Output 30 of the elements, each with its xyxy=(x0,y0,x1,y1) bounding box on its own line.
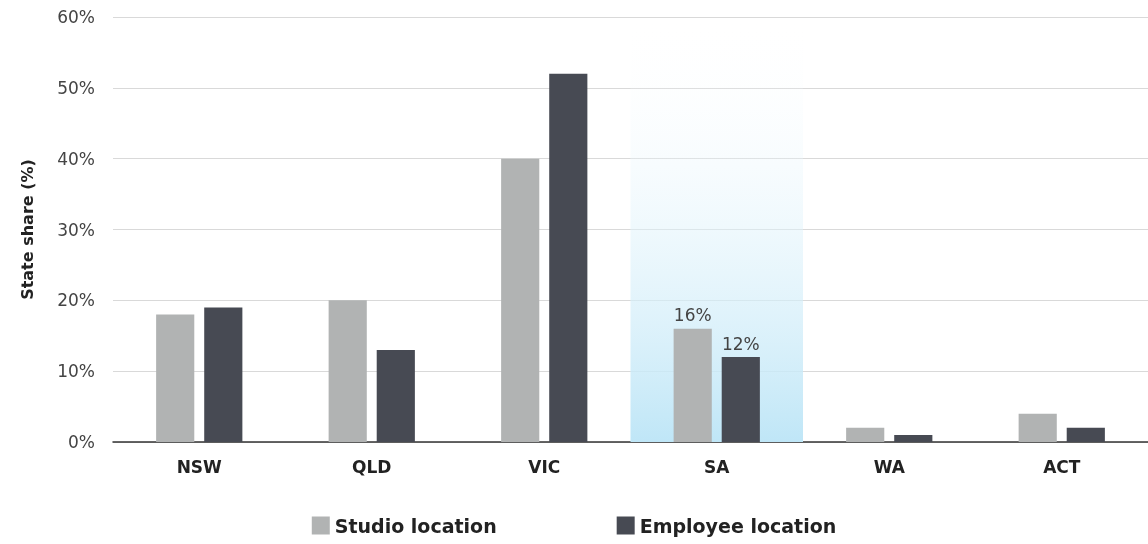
y-tick-label: 10% xyxy=(57,361,95,382)
y-tick-label: 40% xyxy=(57,148,95,169)
x-tick-label: WA xyxy=(873,456,906,477)
bar xyxy=(894,434,933,442)
y-tick-label: 50% xyxy=(57,77,95,98)
legend-label: Employee location xyxy=(639,514,837,537)
x-tick-label: NSW xyxy=(176,456,223,477)
y-tick-label: 20% xyxy=(57,290,95,311)
bar xyxy=(376,349,415,442)
bar xyxy=(673,328,712,442)
x-tick-label: SA xyxy=(704,456,731,477)
y-tick-label: 60% xyxy=(57,7,95,27)
bar xyxy=(156,314,195,442)
bar xyxy=(204,307,243,442)
y-tick-label: 30% xyxy=(57,219,95,240)
data-label: 12% xyxy=(721,333,760,354)
bar xyxy=(501,158,540,442)
legend-label: Studio location xyxy=(334,514,497,537)
y-axis-title: State share (%) xyxy=(17,159,37,300)
x-tick-label: VIC xyxy=(528,456,561,477)
bar xyxy=(328,300,367,442)
bar xyxy=(846,427,885,442)
data-label: 16% xyxy=(673,305,712,326)
bar xyxy=(1018,413,1057,442)
bar xyxy=(721,357,760,442)
y-tick-label: 0% xyxy=(68,432,95,452)
x-tick-label: ACT xyxy=(1043,456,1081,477)
x-tick-label: QLD xyxy=(352,456,392,477)
bar xyxy=(549,73,588,442)
bar xyxy=(1066,427,1105,442)
